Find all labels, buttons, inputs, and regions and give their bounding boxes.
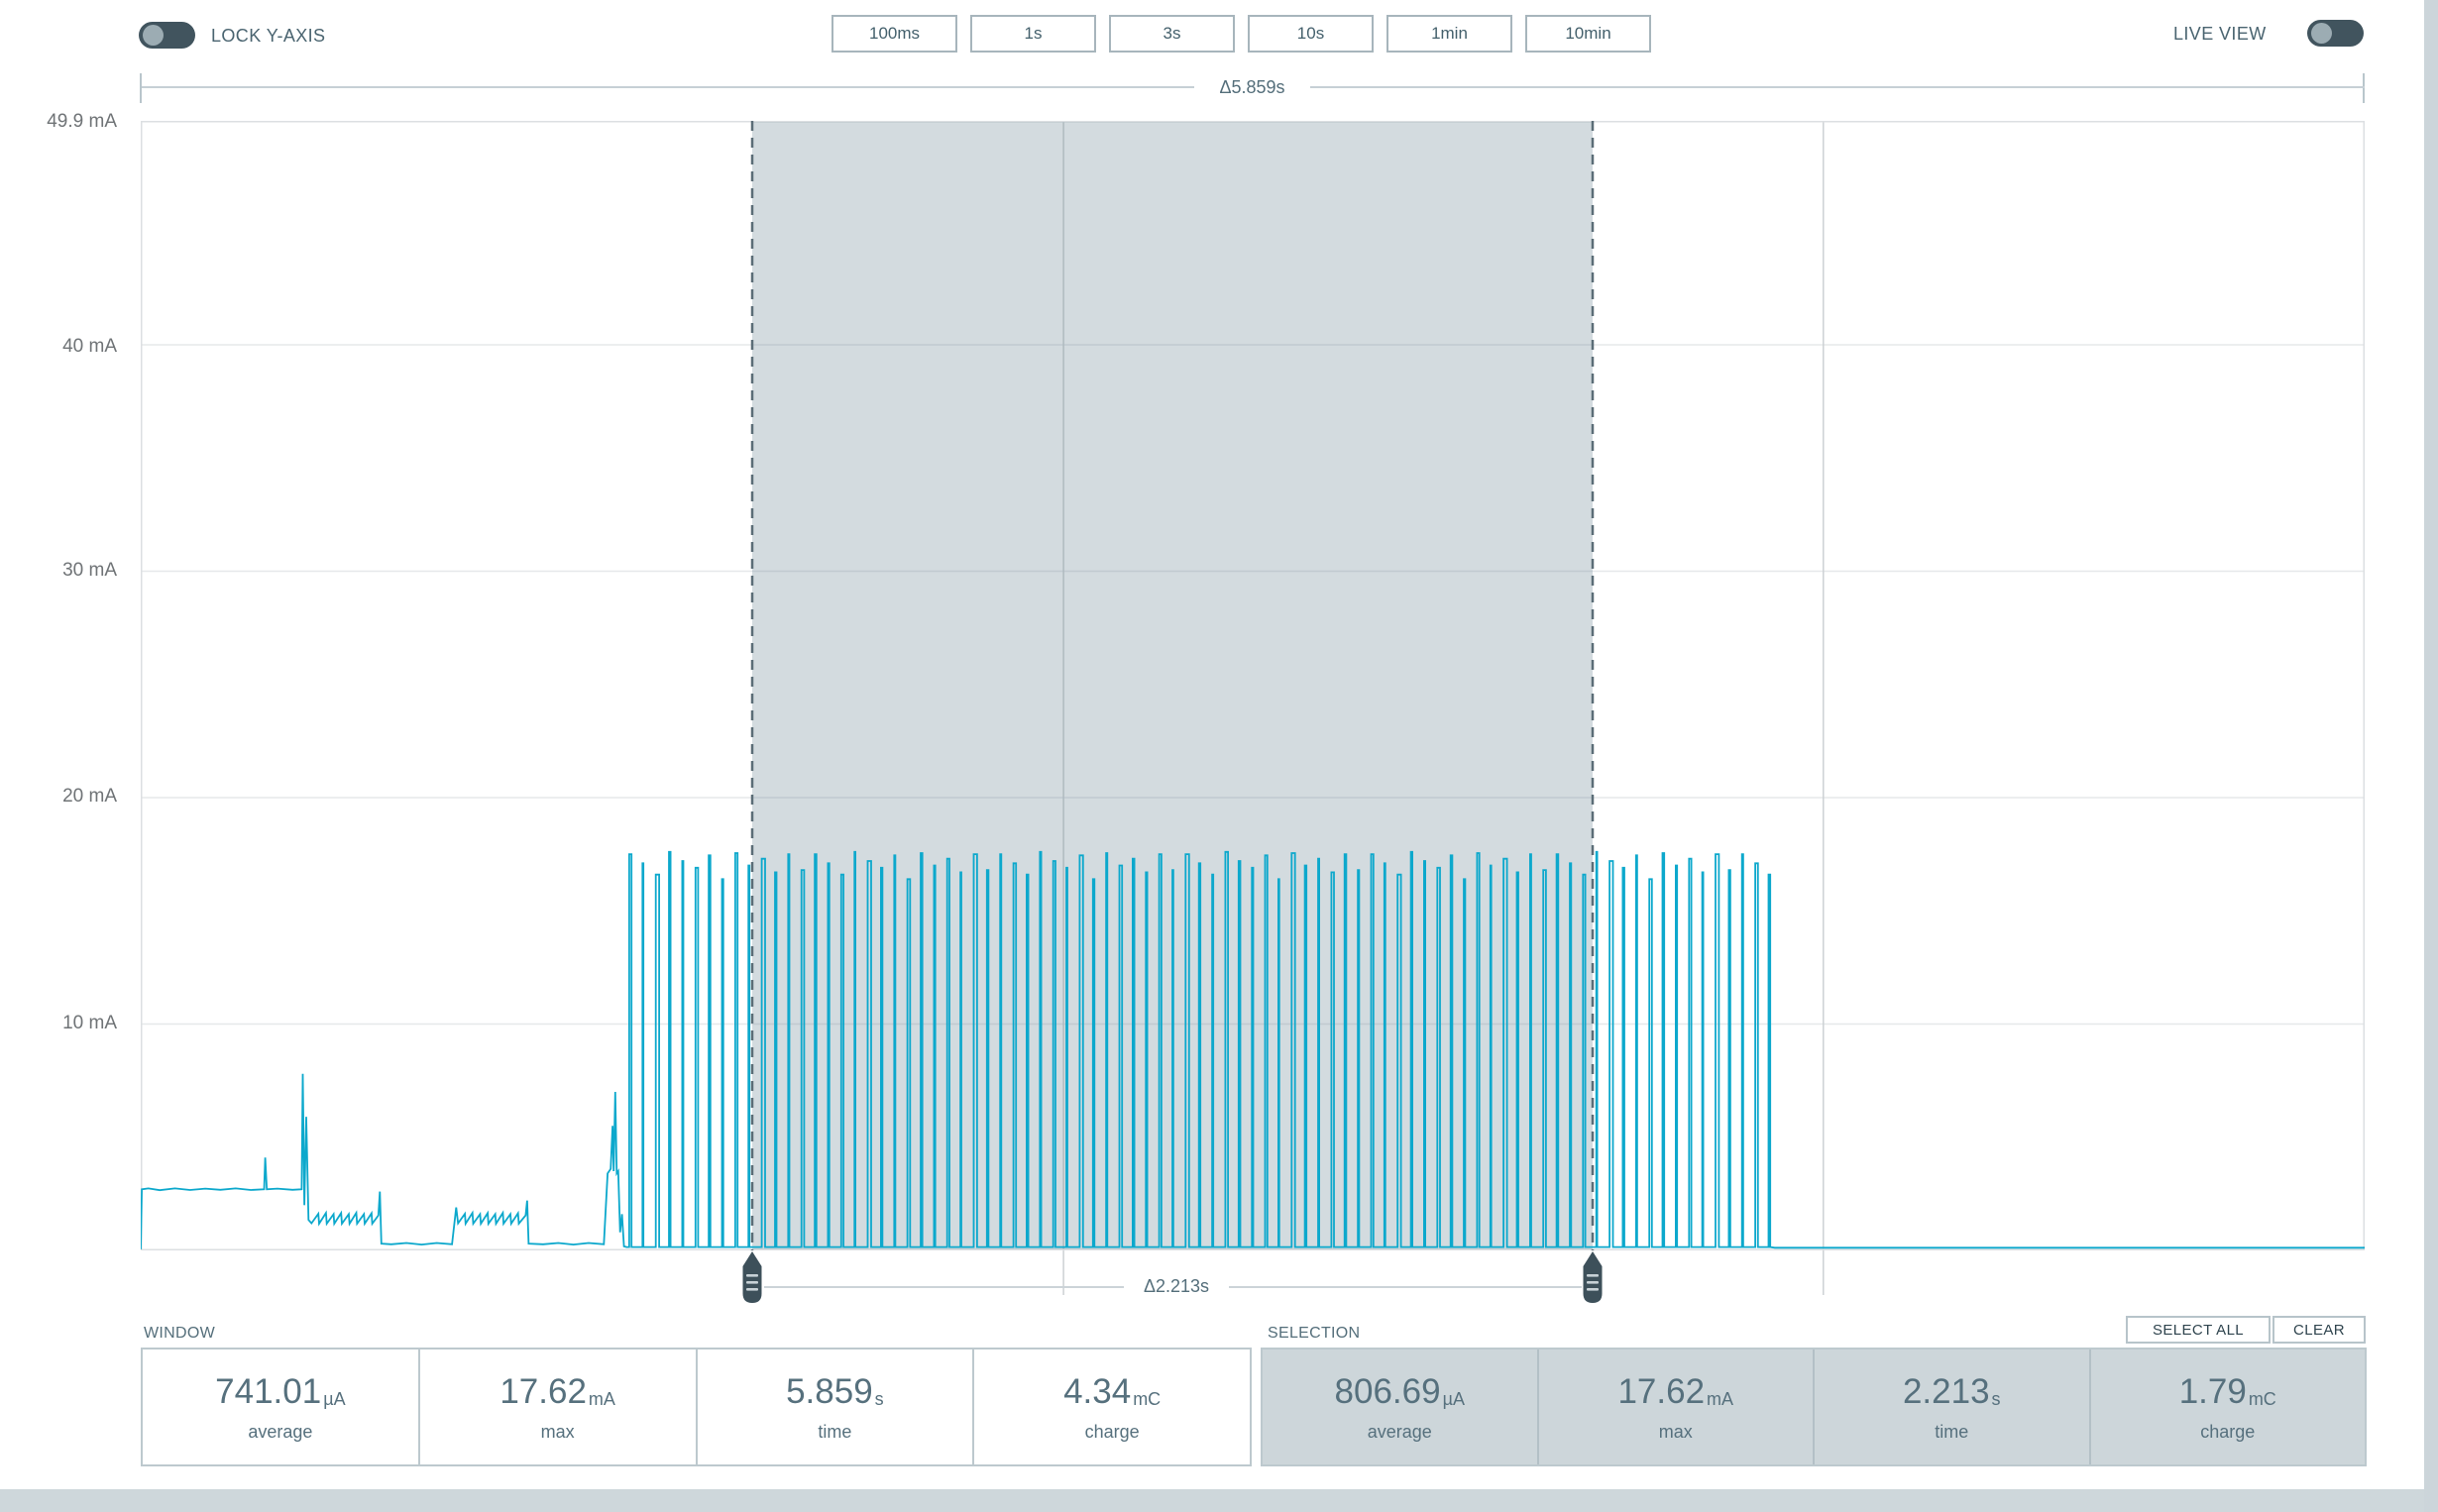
stat-label: charge [1084, 1421, 1140, 1442]
select-all-button[interactable]: SELECT ALL [2126, 1316, 2271, 1344]
selection-handle-right-icon[interactable] [1582, 1250, 1604, 1304]
selection-panel-title: SELECTION [1268, 1325, 1361, 1342]
window-button-3s[interactable]: 3s [1109, 15, 1235, 53]
window-button-10min[interactable]: 10min [1525, 15, 1651, 53]
stat-unit: s [1991, 1388, 2001, 1409]
window-delta-label: Δ5.859s [1219, 77, 1285, 97]
toggle-knob-icon [143, 25, 164, 46]
stat-value: 1.79 [2178, 1371, 2247, 1411]
selection-charge-cell: 1.79 mC charge [2090, 1350, 2365, 1464]
stat-label: average [1367, 1421, 1432, 1442]
stat-value: 2.213 [1902, 1371, 1990, 1411]
selection-average-cell: 806.69 µA average [1263, 1350, 1539, 1464]
selection-time-cell: 2.213 s time [1815, 1350, 2091, 1464]
window-average-cell: 741.01 µA average [143, 1350, 420, 1464]
window-stats-panel: 741.01 µA average 17.62 mA max 5.859 s time… [141, 1348, 1252, 1466]
stat-label: time [818, 1421, 852, 1442]
stat-value: 5.859 [786, 1371, 873, 1411]
lock-y-axis-label: LOCK Y-AXIS [211, 26, 326, 46]
window-button-100ms[interactable]: 100ms [831, 15, 957, 53]
selection-handle-left-icon[interactable] [741, 1250, 763, 1304]
window-button-1s[interactable]: 1s [970, 15, 1096, 53]
scrollbar[interactable] [2424, 0, 2438, 1512]
live-view-toggle[interactable] [2307, 20, 2364, 47]
window-time-cell: 5.859 s time [698, 1350, 975, 1464]
stat-unit: mC [2248, 1388, 2276, 1409]
chart-plot-svg[interactable] [141, 121, 2365, 1300]
stat-value: 17.62 [1617, 1371, 1706, 1411]
selection-delta-label: Δ2.213s [1143, 1276, 1210, 1296]
stat-value: 4.34 [1063, 1371, 1132, 1411]
toggle-knob-icon [2311, 23, 2332, 44]
clear-button[interactable]: CLEAR [2272, 1316, 2366, 1344]
window-button-1min[interactable]: 1min [1386, 15, 1512, 53]
stat-value: 806.69 [1334, 1371, 1441, 1411]
lock-y-axis-toggle[interactable] [139, 22, 195, 49]
stat-label: max [1658, 1421, 1693, 1442]
selection-bracket-line [764, 1286, 1124, 1288]
stat-unit: mC [1133, 1388, 1162, 1409]
y-axis-tick-10mA: 10 mA [62, 1013, 117, 1033]
live-view-label: LIVE VIEW [2173, 24, 2267, 44]
stat-value: 17.62 [499, 1371, 587, 1411]
window-bracket-left-tick [140, 73, 142, 103]
stat-unit: µA [323, 1388, 346, 1409]
footer-bar [0, 1489, 2438, 1512]
stat-label: charge [2200, 1421, 2256, 1442]
window-bracket-line [1310, 86, 2365, 88]
stat-unit: mA [1707, 1388, 1734, 1409]
selection-bracket-line [1229, 1286, 1582, 1288]
y-axis-tick-20mA: 20 mA [62, 786, 117, 807]
stat-unit: mA [588, 1388, 615, 1409]
stat-unit: µA [1442, 1388, 1465, 1409]
selection-max-cell: 17.62 mA max [1538, 1350, 1815, 1464]
selection-stats-panel: 806.69 µA average 17.62 mA max 2.213 s time… [1261, 1348, 2367, 1466]
y-axis-tick-49.9mA: 49.9 mA [47, 111, 117, 132]
window-panel-title: WINDOW [144, 1325, 216, 1342]
stat-label: average [248, 1421, 313, 1442]
window-bracket-right-tick [2363, 73, 2365, 103]
window-bracket-line [142, 86, 1194, 88]
stat-value: 741.01 [215, 1371, 322, 1411]
stat-label: max [540, 1421, 575, 1442]
window-button-10s[interactable]: 10s [1248, 15, 1374, 53]
window-max-cell: 17.62 mA max [420, 1350, 698, 1464]
stat-label: time [1935, 1421, 1969, 1442]
stat-unit: s [874, 1388, 884, 1409]
y-axis-tick-40mA: 40 mA [62, 336, 117, 357]
y-axis-tick-30mA: 30 mA [62, 560, 117, 581]
window-charge-cell: 4.34 mC charge [974, 1350, 1250, 1464]
